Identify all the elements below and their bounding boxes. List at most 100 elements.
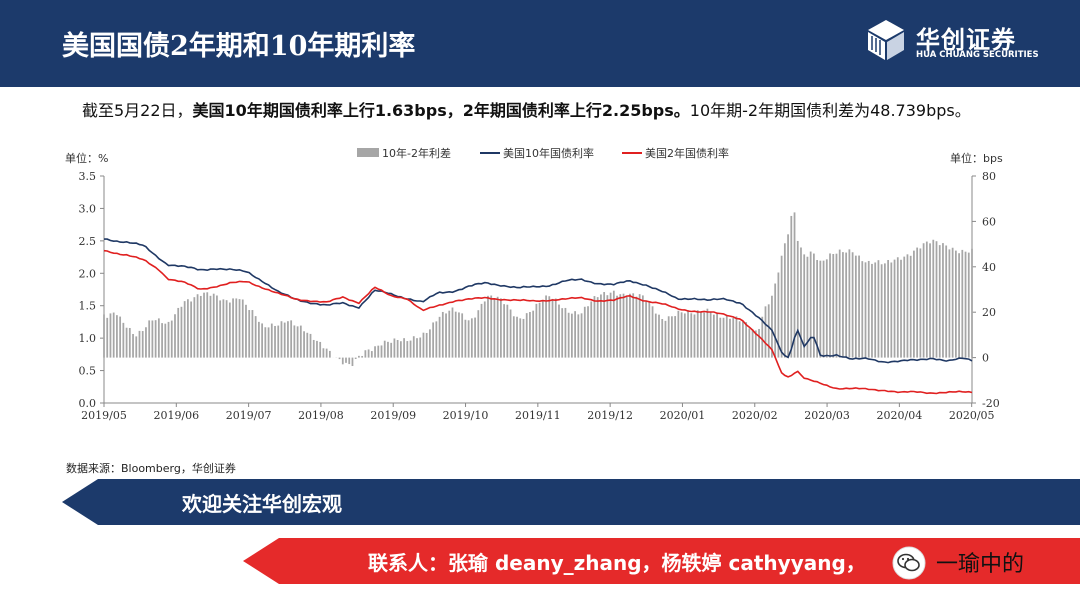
spread-bar: [445, 313, 447, 358]
x-tick-label: 2019/06: [153, 409, 199, 422]
spread-bar: [180, 306, 183, 358]
spread-bar: [964, 251, 967, 358]
spread-bar: [948, 249, 951, 358]
spread-bar: [796, 240, 799, 358]
spread-bar: [370, 351, 373, 358]
spread-bar: [274, 325, 276, 358]
spread-bar: [822, 260, 825, 358]
y-left-tick-label: 3.5: [79, 170, 97, 183]
x-tick-label: 2020/05: [949, 409, 995, 422]
spread-bar: [867, 260, 870, 358]
spread-bar: [838, 249, 841, 358]
spread-bar: [832, 253, 835, 358]
spread-bar: [525, 313, 528, 358]
spread-bar: [654, 313, 657, 358]
spread-bar: [570, 313, 573, 358]
spread-bar: [842, 252, 844, 358]
spread-bar: [216, 295, 218, 358]
spread-bar: [813, 253, 815, 358]
spread-bar: [290, 320, 293, 358]
spread-bar: [896, 257, 899, 358]
wechat-icon: [892, 546, 926, 580]
spread-bar: [487, 295, 489, 358]
spread-bar: [406, 341, 409, 358]
spread-bar: [745, 322, 748, 358]
x-tick-label: 2020/04: [877, 409, 923, 422]
spread-bar: [816, 260, 818, 358]
spread-bar: [748, 328, 751, 358]
spread-bar: [619, 294, 622, 358]
spread-bar: [438, 316, 441, 358]
spread-bar: [845, 252, 848, 358]
spread-bar: [296, 326, 299, 358]
spread-bar: [890, 262, 893, 358]
spread-bar: [954, 250, 957, 358]
spread-bar: [835, 253, 838, 358]
spread-bar: [754, 330, 757, 358]
spread-bar: [761, 316, 764, 358]
y-right-tick-label: 60: [982, 215, 996, 228]
spread-bar: [900, 259, 902, 358]
spread-bar: [390, 342, 393, 358]
spread-bar: [190, 301, 193, 358]
legend-spread-label: 10年-2年利差: [382, 146, 451, 160]
spread-bar: [338, 357, 341, 360]
spread-bar: [809, 251, 812, 358]
spread-bar: [348, 357, 351, 365]
spread-bar: [851, 252, 854, 358]
spread-bar: [448, 310, 451, 358]
y-left-tick-label: 0.5: [79, 365, 97, 378]
spread-bar: [551, 298, 554, 358]
spread-bar: [674, 316, 677, 358]
spread-bar: [874, 262, 877, 358]
spread-bar: [680, 312, 683, 358]
spread-bar: [258, 321, 260, 358]
spread-bar: [267, 327, 270, 358]
x-tick-label: 2020/01: [660, 409, 706, 422]
spread-bar: [554, 298, 557, 358]
spread-bar: [909, 255, 912, 358]
legend: 10年-2年利差 美国10年国债利率 美国2年国债利率: [357, 146, 729, 160]
spread-bar: [929, 243, 931, 358]
spread-bar: [545, 295, 547, 358]
spread-bar: [771, 295, 773, 358]
spread-bar: [454, 311, 457, 358]
spread-bar: [625, 296, 628, 358]
spread-bar: [261, 323, 263, 358]
spread-bar: [961, 249, 964, 358]
spread-bar: [374, 346, 376, 358]
spread-bar: [206, 292, 209, 358]
spread-bar: [170, 320, 173, 358]
spread-bar: [690, 313, 693, 358]
spread-bar: [687, 310, 689, 358]
spread-bar: [925, 241, 928, 358]
x-tick-label: 2019/10: [443, 409, 489, 422]
spread-bar: [493, 299, 496, 358]
spread-bar: [629, 293, 631, 358]
spread-bar: [245, 304, 247, 358]
spread-bar: [603, 292, 606, 358]
spread-bar: [703, 312, 706, 358]
y-right-tick-label: -20: [982, 397, 1000, 410]
spread-bar: [516, 316, 518, 358]
x-tick-label: 2019/07: [226, 409, 272, 422]
spread-bar: [303, 331, 305, 358]
spread-bar: [593, 296, 596, 358]
spread-bar: [616, 295, 618, 358]
spread-bar: [590, 301, 593, 358]
spread-bar: [532, 310, 535, 358]
spread-bar: [293, 325, 296, 358]
spread-bar: [225, 300, 228, 358]
y-right-tick-label: 80: [982, 170, 996, 183]
logo-cube-icon: [868, 20, 904, 60]
spread-bar: [490, 295, 493, 358]
spread-bar: [738, 321, 741, 358]
spread-bar: [529, 312, 531, 358]
wechat-account-name: 一瑜中的: [936, 552, 1025, 577]
spread-bar: [232, 298, 234, 358]
plot-area: 0.0 0.5 1.0 1.5 2.0 2.5 3.0 3.5 -20 0 20 40 60 80 2019…: [79, 170, 1000, 422]
spread-bar: [700, 312, 702, 358]
left-unit-label: 单位：%: [65, 151, 108, 165]
spread-bar: [567, 312, 570, 358]
spread-bar: [612, 290, 615, 358]
